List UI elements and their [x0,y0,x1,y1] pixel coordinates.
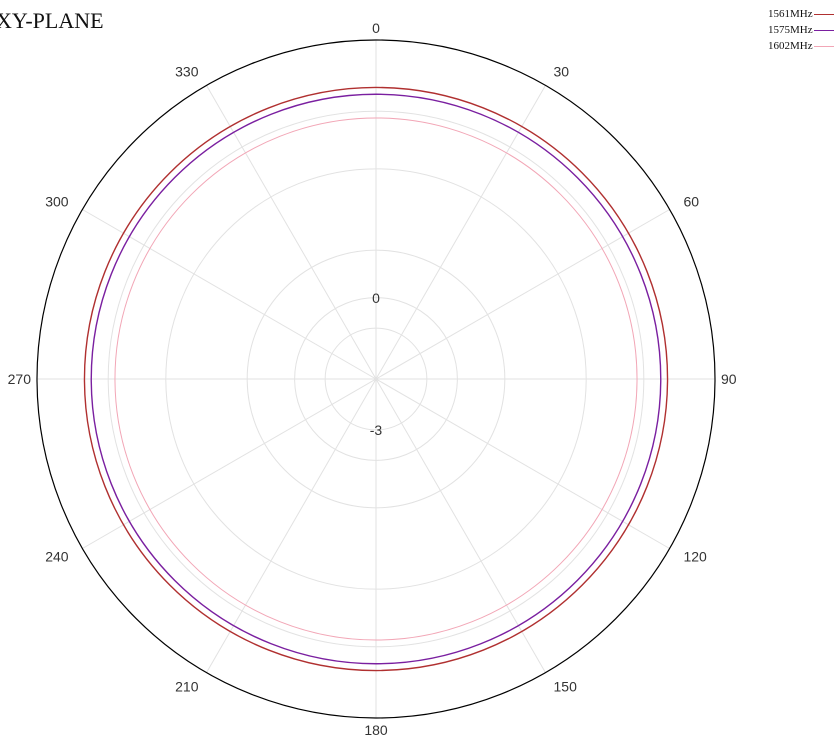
radial-label-minus3: -3 [370,422,383,438]
radial-label-0: 0 [372,290,380,306]
grid-spoke [82,209,377,380]
angle-label-90: 90 [721,371,737,387]
angle-label-210: 210 [175,678,199,694]
angle-label-300: 300 [45,194,69,210]
grid-spoke [375,378,670,549]
legend: 1561MHz 1575MHz 1602MHz [768,6,834,54]
outer-ring [36,39,716,719]
legend-item-1602: 1602MHz [768,38,834,54]
angle-label-180: 180 [364,722,388,738]
grid-spoke [375,209,670,380]
series-1561MHz [83,86,669,672]
angle-label-330: 330 [175,64,199,80]
legend-swatch [813,45,834,47]
label-layer: 0 30 60 90 120 150 180 210 240 270 300 330 0 -3 [8,20,737,738]
series-1602MHz [114,117,638,641]
angle-label-60: 60 [683,194,699,210]
series-1575MHz [90,93,662,665]
grid-spoke [82,378,377,549]
series-layer [83,86,669,672]
polar-grid [36,39,716,719]
angle-label-240: 240 [45,549,69,565]
angle-label-30: 30 [554,64,570,80]
legend-label: 1602MHz [768,40,813,52]
legend-item-1575: 1575MHz [768,22,834,38]
legend-label: 1561MHz [768,8,813,20]
legend-swatch [813,29,834,31]
grid-spoke [206,85,377,380]
angle-label-150: 150 [554,678,578,694]
angle-label-270: 270 [8,371,32,387]
legend-item-1561: 1561MHz [768,6,834,22]
grid-spoke [206,378,377,673]
grid-spoke [375,85,546,380]
chart-title: XY-PLANE [0,8,104,33]
angle-label-0: 0 [372,20,380,36]
grid-spoke [375,378,546,673]
legend-swatch [813,13,834,15]
angle-label-120: 120 [683,549,707,565]
legend-label: 1575MHz [768,24,813,36]
